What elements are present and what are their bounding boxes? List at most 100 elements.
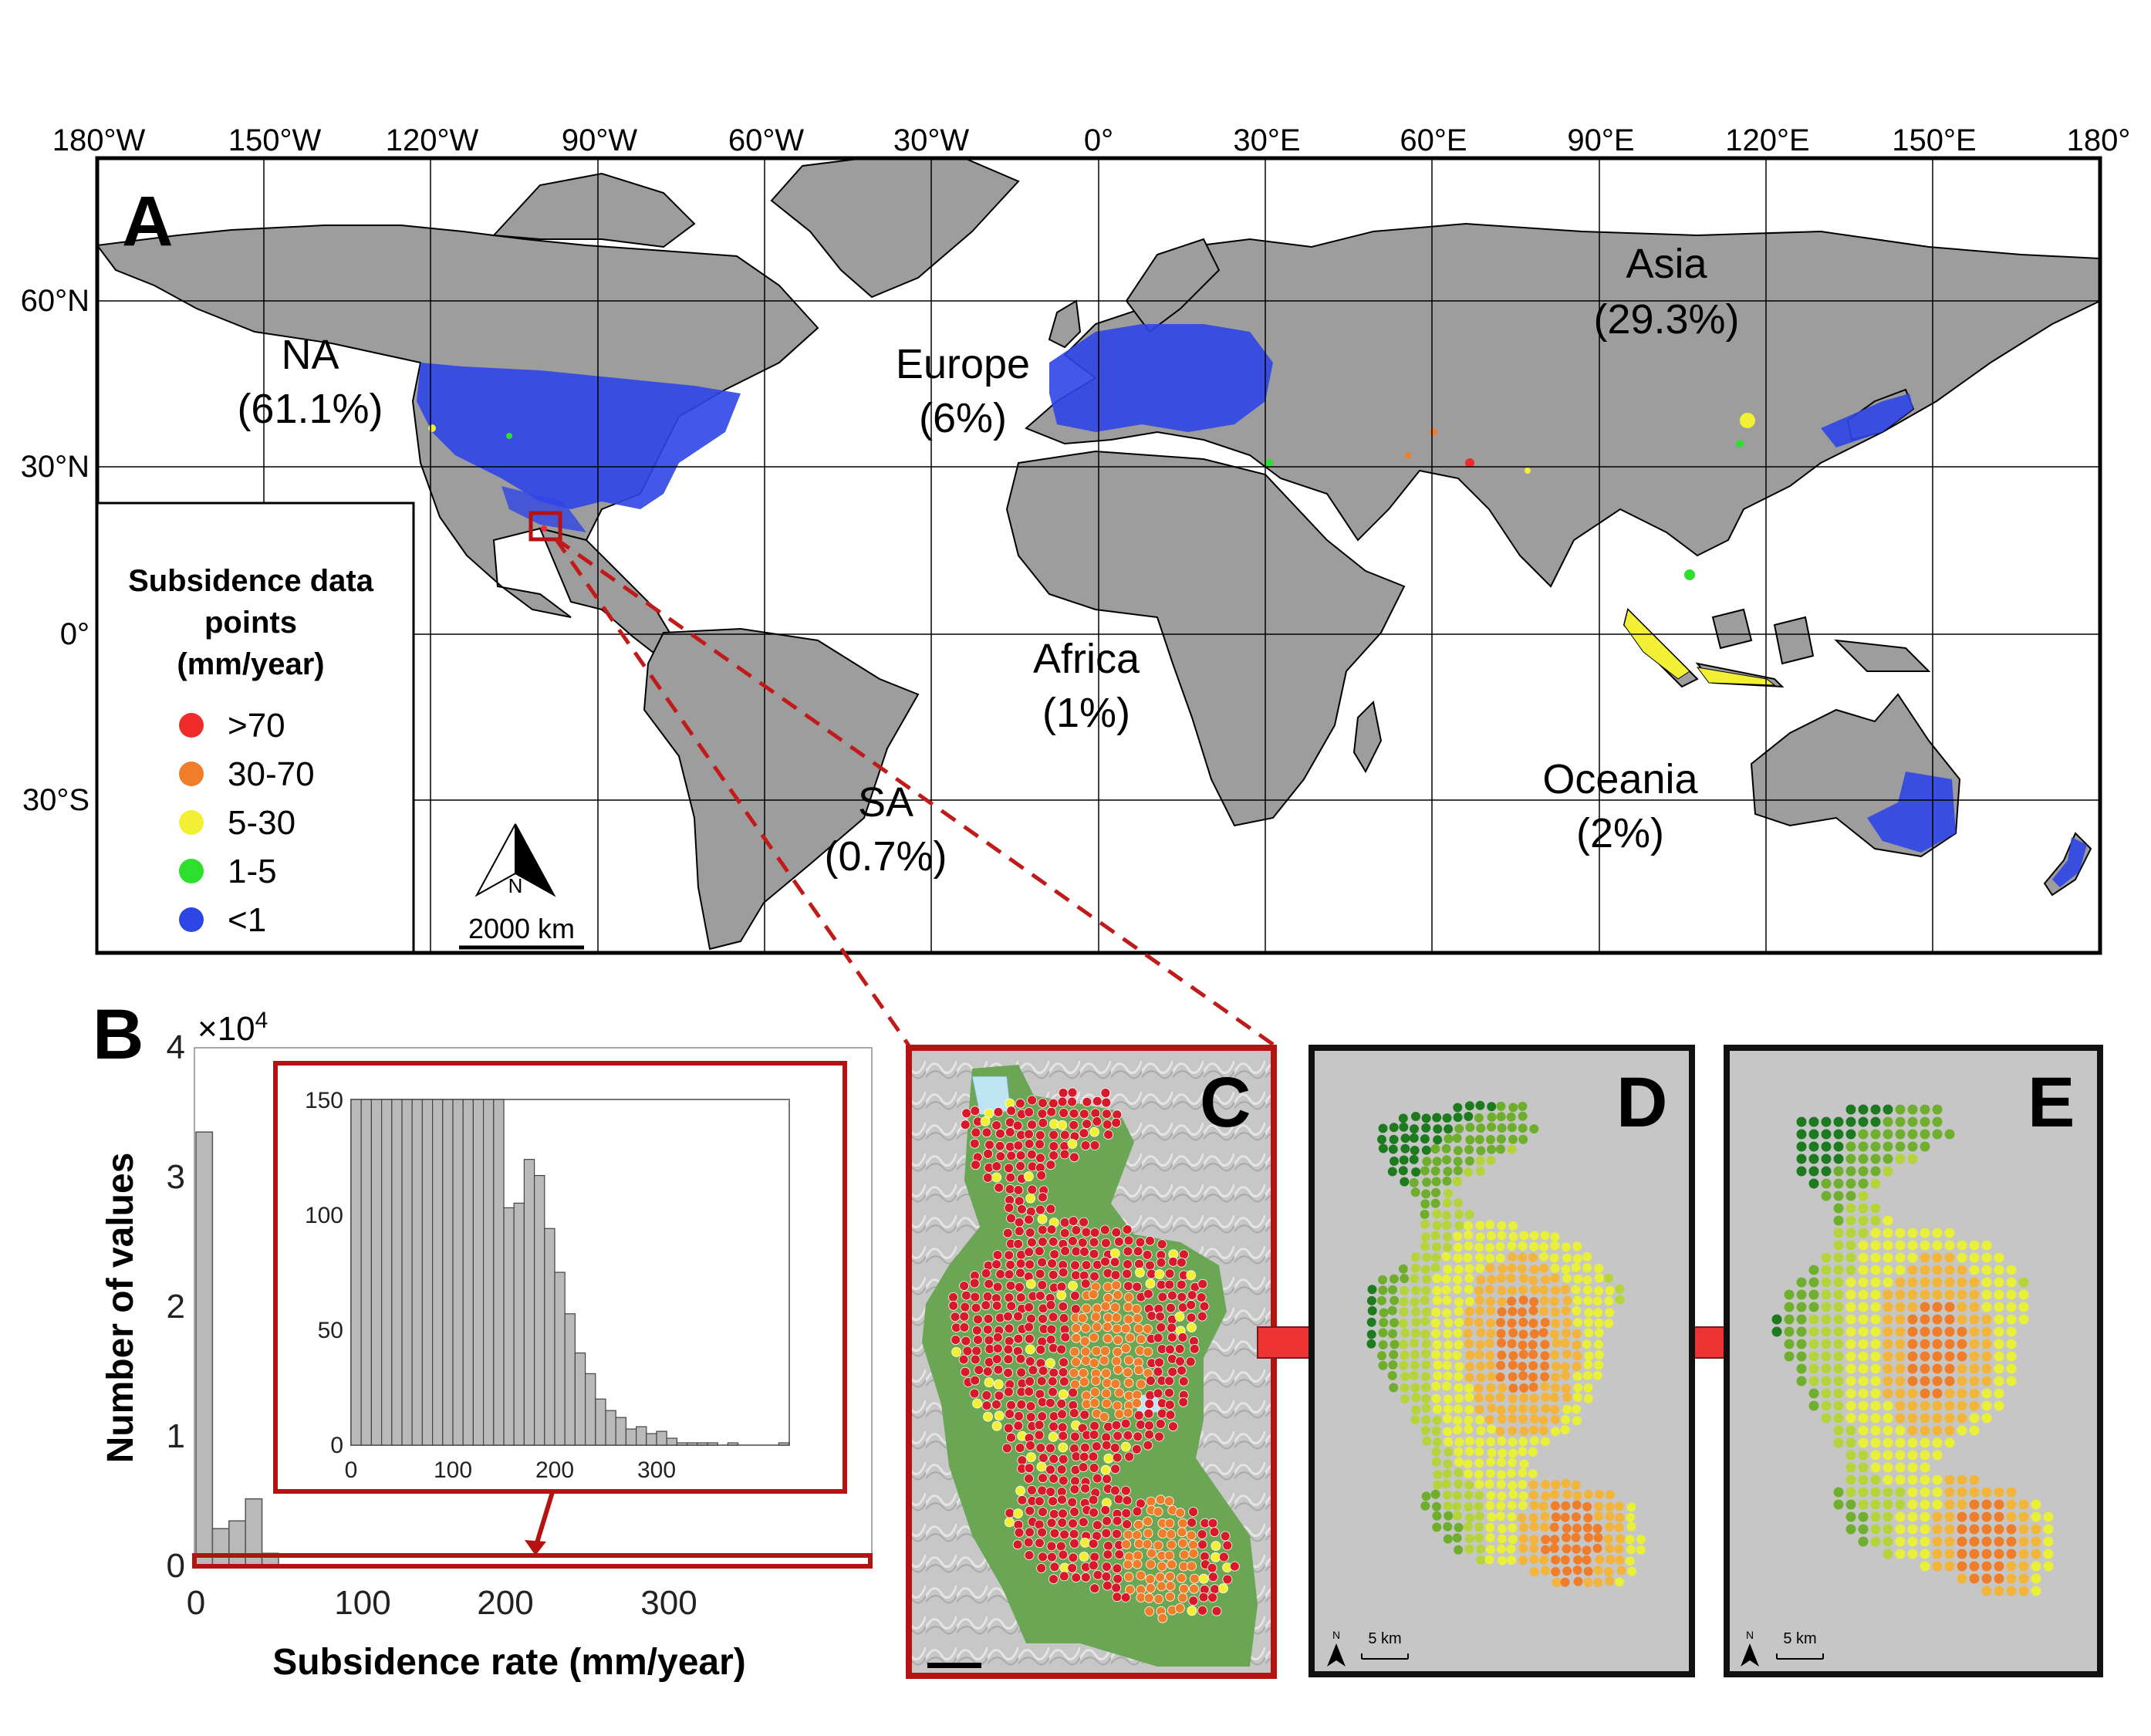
subsidence-point <box>1605 1308 1615 1318</box>
subsidence-point <box>1883 1425 1893 1436</box>
subsidence-point <box>1038 1118 1048 1128</box>
subsidence-point <box>1153 1366 1163 1377</box>
subsidence-point <box>1551 1567 1561 1576</box>
subsidence-point <box>1508 1523 1518 1533</box>
subsidence-point <box>1944 1240 1955 1251</box>
subsidence-point <box>1552 1578 1562 1587</box>
subsidence-point <box>1549 1543 1559 1553</box>
subsidence-point <box>1111 1280 1122 1291</box>
x-tick-label: 200 <box>477 1584 533 1622</box>
inset-bar <box>381 1099 393 1446</box>
subsidence-point <box>1932 1413 1943 1424</box>
subsidence-point <box>1833 1178 1844 1189</box>
subsidence-point <box>1432 1274 1442 1284</box>
subsidence-point <box>1035 1139 1045 1150</box>
subsidence-point <box>1001 1443 1012 1454</box>
subsidence-point <box>1088 1451 1099 1462</box>
subsidence-point <box>1444 1511 1454 1521</box>
subsidence-point <box>1529 1554 1539 1564</box>
subsidence-point <box>1057 1495 1067 1505</box>
subsidence-point <box>1845 1289 1856 1300</box>
subsidence-point <box>1112 1592 1123 1603</box>
subsidence-point <box>1572 1254 1582 1264</box>
subsidence-point <box>1421 1113 1431 1123</box>
subsidence-point <box>1035 1130 1045 1140</box>
subsidence-point <box>1411 1167 1421 1177</box>
subsidence-point <box>1944 1277 1955 1288</box>
subsidence-point <box>1024 1247 1035 1258</box>
subsidence-point <box>992 1343 1003 1354</box>
subsidence-point <box>1895 1363 1906 1374</box>
subsidence-point <box>1113 1335 1123 1346</box>
panel-e-frame <box>1724 1045 2103 1677</box>
subsidence-point <box>1006 1150 1017 1161</box>
subsidence-point <box>1895 1376 1906 1386</box>
subsidence-point <box>1808 1388 1819 1399</box>
subsidence-point <box>981 1300 991 1311</box>
subsidence-point <box>1920 1116 1930 1127</box>
subsidence-point <box>1870 1203 1881 1214</box>
subsidence-point <box>2006 1573 2017 1584</box>
subsidence-point <box>1870 1524 1881 1535</box>
subsidence-point <box>1120 1418 1131 1429</box>
subsidence-point <box>1845 1104 1856 1115</box>
subsidence-point <box>1920 1487 1930 1498</box>
subsidence-point <box>1920 1524 1930 1535</box>
subsidence-point <box>1164 1387 1174 1398</box>
inset-bar <box>635 1426 647 1446</box>
subsidence-point <box>1089 1126 1099 1137</box>
subsidence-point <box>1465 1135 1475 1145</box>
subsidence-point <box>2006 1351 2017 1362</box>
subsidence-point <box>1430 1262 1440 1272</box>
subsidence-point <box>1796 1166 1807 1177</box>
subsidence-point <box>1796 1277 1807 1288</box>
subsidence-point <box>1432 1339 1442 1349</box>
subsidence-point <box>1538 1501 1548 1511</box>
subsidence-point <box>1528 1339 1538 1349</box>
subsidence-point <box>2006 1265 2017 1275</box>
subsidence-point <box>1208 1572 1218 1582</box>
subsidence-point <box>1495 1241 1505 1251</box>
subsidence-point <box>1595 1555 1605 1565</box>
subsidence-point <box>1454 1457 1464 1467</box>
subsidence-point <box>1487 1122 1497 1132</box>
subsidence-point <box>1082 1119 1092 1130</box>
legend-swatch-gt70 <box>179 713 204 738</box>
subsidence-point <box>1508 1457 1517 1467</box>
subsidence-point <box>1049 1528 1060 1538</box>
subsidence-point <box>972 1325 982 1336</box>
subsidence-point <box>1089 1552 1100 1562</box>
subsidence-point <box>1508 1437 1518 1447</box>
subsidence-point <box>1046 1224 1057 1234</box>
subsidence-point <box>1211 1541 1221 1551</box>
subsidence-point <box>1454 1123 1464 1133</box>
subsidence-point <box>1197 1278 1208 1289</box>
subsidence-point <box>1858 1129 1869 1140</box>
subsidence-point <box>1944 1536 1955 1547</box>
subsidence-point <box>1057 1120 1068 1130</box>
subsidence-point <box>1821 1252 1832 1263</box>
subsidence-point <box>1071 1572 1082 1583</box>
subsidence-point <box>1508 1134 1518 1144</box>
subsidence-point <box>1454 1393 1464 1403</box>
subsidence-point <box>1517 1264 1527 1274</box>
subsidence-point <box>1487 1403 1497 1413</box>
subsidence-point <box>1528 1319 1538 1328</box>
subsidence-point <box>2043 1536 2054 1547</box>
lat-tick-label: 60°N <box>21 284 89 318</box>
subsidence-point <box>1883 1166 1893 1177</box>
subsidence-point <box>1398 1264 1408 1274</box>
subsidence-point <box>1411 1393 1421 1403</box>
subsidence-point <box>1441 1285 1451 1295</box>
subsidence-point <box>1957 1339 1967 1349</box>
subsidence-point <box>1441 1143 1451 1153</box>
subsidence-point <box>972 1398 982 1409</box>
subsidence-point <box>994 1390 1005 1401</box>
subsidence-point <box>1845 1129 1856 1140</box>
java-yellow <box>1696 667 1776 686</box>
subsidence-point <box>1907 1265 1918 1275</box>
subsidence-point <box>1517 1513 1527 1523</box>
subsidence-point <box>1858 1462 1869 1473</box>
subsidence-point <box>1038 1366 1048 1376</box>
subsidence-point <box>1146 1559 1156 1569</box>
